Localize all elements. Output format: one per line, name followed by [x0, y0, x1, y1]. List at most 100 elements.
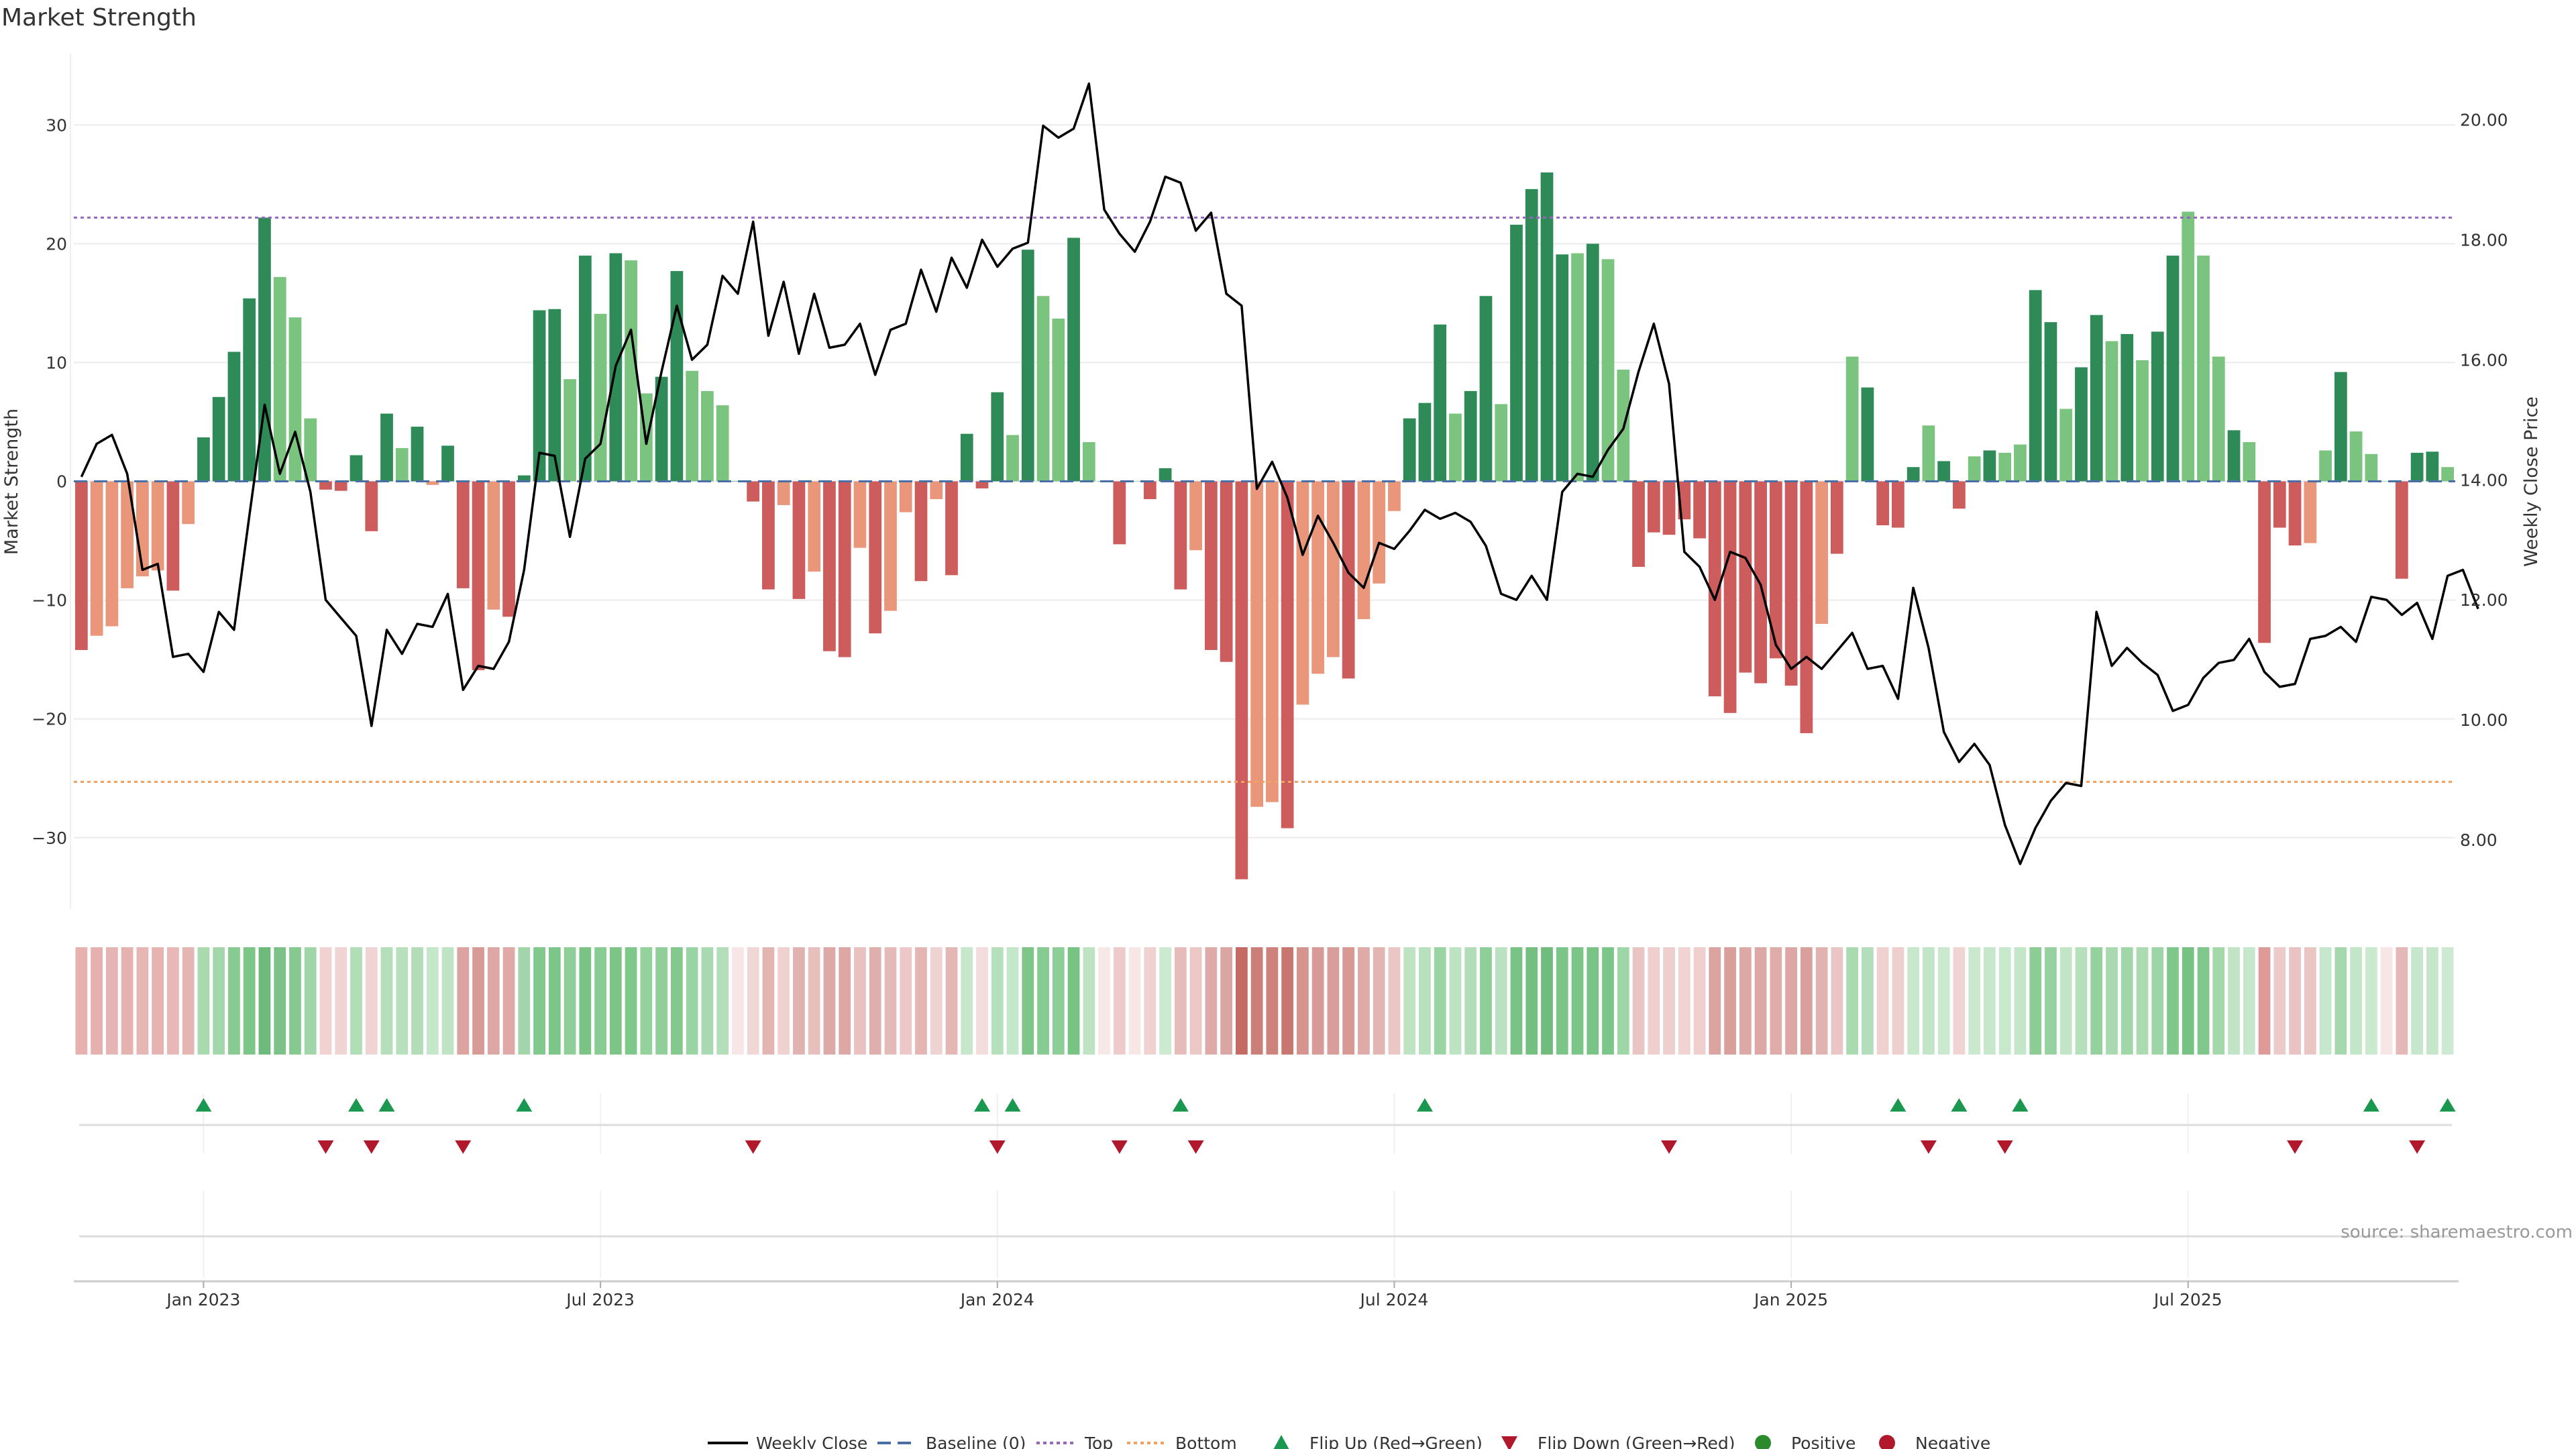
heat-cell	[915, 947, 927, 1055]
flip-up-marker	[1951, 1098, 1968, 1112]
heat-cell	[732, 947, 744, 1055]
heat-cell	[2075, 947, 2088, 1055]
legend: Weekly Close Baseline (0) Top Bottom Flip Up…	[708, 1434, 1990, 1449]
flip-up-marker	[2363, 1098, 2379, 1112]
strength-bar	[166, 481, 180, 591]
strength-bar	[2395, 481, 2408, 579]
heat-cell	[686, 947, 698, 1055]
heat-cell	[121, 947, 133, 1055]
heat-cell	[1464, 947, 1477, 1055]
flip-down-marker	[2287, 1140, 2304, 1154]
heat-cell	[2304, 947, 2316, 1055]
x-axis: Jan 2023 Jul 2023 Jan 2024 Jul 2024 Jan 2025…	[74, 1280, 2459, 1309]
x-tick-label: Jul 2024	[1359, 1290, 1429, 1309]
heat-cell	[1342, 947, 1355, 1055]
strength-bar	[1479, 296, 1493, 482]
strength-bar	[350, 455, 363, 482]
heat-cell	[75, 947, 88, 1055]
strength-bar	[1510, 225, 1523, 482]
heat-cell	[1923, 947, 1935, 1055]
legend-item: Top	[1036, 1434, 1113, 1449]
strength-bar	[2059, 409, 2073, 482]
strength-bar	[1937, 461, 1951, 482]
strength-bar	[1708, 481, 1721, 697]
heat-cell	[1556, 947, 1568, 1055]
x-tick-label: Jan 2024	[959, 1290, 1034, 1309]
legend-item: Baseline (0)	[877, 1434, 1026, 1449]
strength-bar	[2243, 442, 2256, 482]
strength-bar	[1540, 172, 1554, 482]
heat-cell	[1525, 947, 1538, 1055]
heat-cell	[1159, 947, 1171, 1055]
legend-item: Flip Up (Red→Green)	[1273, 1434, 1483, 1449]
left-tick-label: −10	[32, 591, 67, 610]
strength-bar	[1434, 324, 1447, 482]
heat-cell	[2334, 947, 2347, 1055]
flip-markers	[79, 1098, 2456, 1238]
strength-bar	[1861, 387, 1874, 482]
legend-label: Positive	[1791, 1434, 1856, 1449]
strength-bar	[1189, 481, 1202, 551]
heat-cell	[2151, 947, 2164, 1055]
heat-cell	[579, 947, 592, 1055]
legend-label: Baseline (0)	[926, 1434, 1026, 1449]
heat-cell	[1311, 947, 1324, 1055]
legend-label: Flip Down (Green→Red)	[1538, 1434, 1735, 1449]
strength-bar	[1143, 481, 1157, 500]
flip-up-marker	[1004, 1098, 1021, 1112]
flip-up-marker	[1172, 1098, 1189, 1112]
strength-bar	[564, 379, 576, 482]
heat-cell	[2350, 947, 2362, 1055]
heat-cell	[808, 947, 820, 1055]
strength-bar	[1403, 418, 1416, 482]
strength-bar	[1067, 237, 1080, 482]
strength-bar	[1754, 481, 1767, 684]
strength-bar	[334, 481, 347, 491]
heat-cell	[1327, 947, 1340, 1055]
heat-cell	[304, 947, 317, 1055]
heat-cell	[1006, 947, 1019, 1055]
strength-bar	[1357, 481, 1371, 619]
heat-cell	[548, 947, 561, 1055]
heat-cell	[457, 947, 470, 1055]
strength-bar	[1647, 481, 1660, 533]
legend-label: Weekly Close	[756, 1434, 867, 1449]
strength-bar	[426, 481, 439, 485]
flip-up-marker	[378, 1098, 395, 1112]
strength-bar	[2227, 430, 2241, 482]
strength-bar	[1693, 481, 1706, 539]
heat-cell	[1388, 947, 1401, 1055]
strength-bar	[1464, 390, 1477, 482]
strength-bar	[792, 481, 806, 599]
heat-cell	[441, 947, 454, 1055]
chart-title: Market Strength	[1, 4, 197, 32]
heat-cell	[2228, 947, 2240, 1055]
heat-cell	[1480, 947, 1492, 1055]
heat-cell	[1785, 947, 1797, 1055]
heat-cell	[1083, 947, 1095, 1055]
heat-cell	[1297, 947, 1309, 1055]
strength-bar	[1021, 250, 1034, 482]
strength-bar	[227, 352, 241, 482]
strength-bar	[2182, 211, 2195, 482]
strength-bar	[1556, 254, 1569, 482]
heat-cell	[1205, 947, 1218, 1055]
strength-bar	[686, 370, 699, 482]
legend-item: Weekly Close	[708, 1434, 867, 1449]
flip-down-marker	[745, 1140, 761, 1154]
heat-cell	[426, 947, 439, 1055]
heat-cell	[2106, 947, 2118, 1055]
strength-bar	[2090, 315, 2103, 482]
heat-cell	[1587, 947, 1599, 1055]
legend-label: Negative	[1915, 1434, 1990, 1449]
strength-bar	[869, 481, 882, 634]
strength-bar	[1327, 481, 1340, 657]
heat-cell	[182, 947, 195, 1055]
heat-strip	[75, 947, 2454, 1055]
right-tick-label: 8.00	[2460, 830, 2498, 850]
x-tick-label: Jul 2023	[565, 1290, 635, 1309]
strength-bar	[548, 309, 561, 482]
heat-cell	[2212, 947, 2225, 1055]
heat-cell	[609, 947, 622, 1055]
heat-cell	[1250, 947, 1263, 1055]
